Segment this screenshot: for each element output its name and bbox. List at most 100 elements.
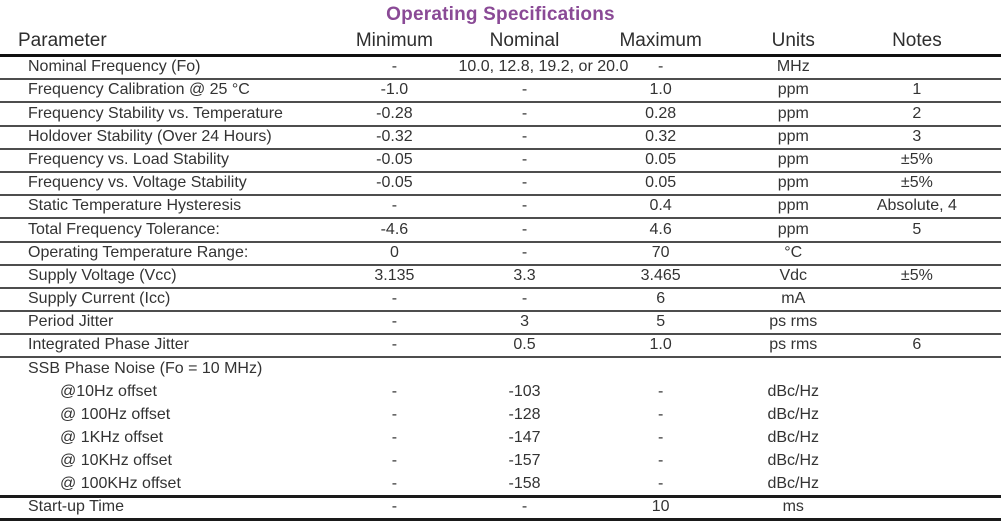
- cell-nominal: -: [521, 104, 528, 122]
- cell-nominal: -: [521, 197, 528, 215]
- cell-units: mA: [781, 290, 806, 308]
- cell-maximum: 3.465: [640, 266, 681, 284]
- table-row: Holdover Stability (Over 24 Hours) -0.32…: [0, 127, 1001, 150]
- cell-minimum: -: [391, 290, 398, 308]
- table-row: @ 1KHz offset - -147 - dBc/Hz: [0, 428, 1001, 451]
- cell-parameter: Integrated Phase Jitter: [28, 336, 189, 354]
- cell-minimum: -: [391, 336, 398, 354]
- column-header-parameter: Parameter: [18, 30, 107, 51]
- column-header-minimum: Minimum: [355, 30, 433, 51]
- cell-nominal: 10.0, 12.8, 19.2, or 20.0: [458, 58, 629, 76]
- cell-maximum: 0.28: [645, 104, 677, 122]
- table-header-row: Parameter Minimum Nominal Maximum Units …: [0, 30, 1001, 57]
- cell-units: ppm: [777, 104, 809, 122]
- cell-nominal: 0.5: [513, 336, 536, 354]
- cell-units: °C: [784, 243, 803, 261]
- cell-maximum: 0.05: [645, 174, 677, 192]
- cell-units: dBc/Hz: [767, 382, 820, 400]
- cell-maximum: 4.6: [649, 220, 672, 238]
- cell-nominal: -: [521, 243, 528, 261]
- cell-minimum: 0: [389, 243, 399, 261]
- cell-units: Vdc: [779, 266, 808, 284]
- table-row: Start-up Time - - 10 ms: [0, 498, 1001, 521]
- cell-minimum: -1.0: [380, 81, 409, 99]
- cell-units: ppm: [777, 174, 809, 192]
- cell-minimum: -: [391, 429, 398, 447]
- cell-minimum: -0.32: [376, 127, 413, 145]
- cell-minimum: -: [391, 313, 398, 331]
- cell-minimum: -4.6: [380, 220, 409, 238]
- cell-units: ppm: [777, 81, 809, 99]
- cell-parameter: Frequency Stability vs. Temperature: [28, 104, 283, 122]
- spec-table: Parameter Minimum Nominal Maximum Units …: [0, 30, 1001, 521]
- cell-maximum: -: [657, 474, 664, 492]
- cell-units: ppm: [777, 220, 809, 238]
- table-row: Frequency vs. Load Stability -0.05 - 0.0…: [0, 150, 1001, 173]
- cell-units: dBc/Hz: [767, 452, 820, 470]
- cell-notes: 5: [912, 220, 922, 238]
- cell-minimum: -: [391, 452, 398, 470]
- cell-nominal: -: [521, 150, 528, 168]
- cell-nominal: -: [521, 174, 528, 192]
- cell-minimum: -: [391, 58, 398, 76]
- cell-minimum: -: [391, 474, 398, 492]
- cell-maximum: 70: [651, 243, 670, 261]
- cell-parameter: Holdover Stability (Over 24 Hours): [28, 127, 272, 145]
- cell-maximum: 0.32: [645, 127, 677, 145]
- cell-parameter: @ 100KHz offset: [60, 474, 181, 492]
- cell-nominal: -158: [508, 474, 541, 492]
- table-row: Frequency Calibration @ 25 °C -1.0 - 1.0…: [0, 80, 1001, 104]
- table-row: Supply Voltage (Vcc) 3.135 3.3 3.465 Vdc…: [0, 266, 1001, 289]
- cell-notes: 6: [912, 336, 922, 354]
- cell-parameter: @ 1KHz offset: [60, 429, 164, 447]
- cell-maximum: -: [657, 429, 664, 447]
- cell-nominal: -: [521, 497, 528, 515]
- table-row: @ 100Hz offset - -128 - dBc/Hz: [0, 405, 1001, 428]
- cell-parameter: Frequency Calibration @ 25 °C: [28, 81, 250, 99]
- cell-parameter: Frequency vs. Load Stability: [28, 150, 229, 168]
- cell-nominal: 3.3: [513, 266, 536, 284]
- cell-units: dBc/Hz: [767, 474, 820, 492]
- table-row: Frequency vs. Voltage Stability -0.05 - …: [0, 173, 1001, 197]
- table-row: Nominal Frequency (Fo) - 10.0, 12.8, 19.…: [0, 57, 1001, 81]
- cell-parameter: Static Temperature Hysteresis: [28, 197, 242, 215]
- table-row: @10Hz offset - -103 - dBc/Hz: [0, 382, 1001, 405]
- cell-maximum: 0.4: [649, 197, 672, 215]
- cell-units: ms: [782, 497, 804, 515]
- cell-nominal: -128: [508, 406, 541, 423]
- cell-minimum: -: [391, 382, 398, 400]
- cell-nominal: -: [521, 127, 528, 145]
- cell-parameter: SSB Phase Noise (Fo = 10 MHz): [28, 359, 263, 377]
- cell-units: dBc/Hz: [767, 429, 820, 447]
- cell-minimum: -0.28: [376, 104, 413, 122]
- cell-parameter: Supply Current (Icc): [28, 290, 171, 308]
- cell-minimum: -: [391, 197, 398, 215]
- cell-units: ps rms: [769, 336, 818, 354]
- table-row: Frequency Stability vs. Temperature -0.2…: [0, 103, 1001, 127]
- column-header-nominal: Nominal: [489, 30, 560, 51]
- table-row: Total Frequency Tolerance: -4.6 - 4.6 pp…: [0, 219, 1001, 243]
- cell-notes: ±5%: [900, 174, 933, 192]
- cell-maximum: -: [657, 58, 664, 76]
- column-header-units: Units: [771, 30, 815, 51]
- cell-maximum: -: [657, 406, 664, 423]
- cell-nominal: -103: [508, 382, 541, 400]
- cell-nominal: 3: [520, 313, 529, 331]
- cell-units: MHz: [776, 58, 810, 76]
- cell-notes: ±5%: [900, 150, 933, 168]
- cell-nominal: -: [521, 290, 528, 308]
- cell-nominal: -: [521, 81, 528, 99]
- cell-notes: ±5%: [900, 266, 933, 284]
- cell-units: ppm: [777, 150, 809, 168]
- cell-minimum: -0.05: [376, 174, 413, 192]
- cell-notes: 2: [912, 104, 922, 122]
- table-row: @ 100KHz offset - -158 - dBc/Hz: [0, 474, 1001, 498]
- cell-nominal: -147: [508, 429, 541, 447]
- cell-parameter: Nominal Frequency (Fo): [28, 58, 201, 76]
- cell-parameter: Start-up Time: [28, 497, 125, 515]
- cell-units: dBc/Hz: [767, 406, 820, 423]
- column-header-notes: Notes: [892, 30, 942, 51]
- cell-minimum: 3.135: [374, 266, 415, 284]
- cell-units: ppm: [777, 127, 809, 145]
- cell-nominal: -: [521, 220, 528, 238]
